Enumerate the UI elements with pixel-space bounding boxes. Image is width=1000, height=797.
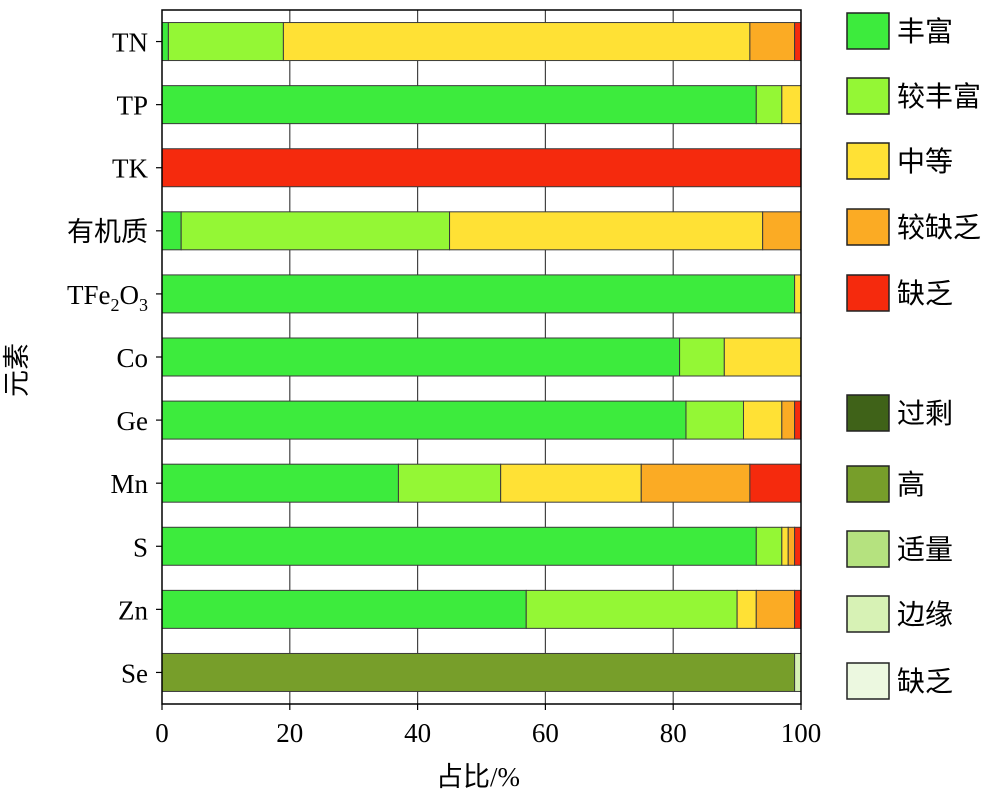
bar-segment	[161, 652, 796, 692]
bar-segment	[449, 211, 764, 251]
y-tick-label: TK	[112, 154, 148, 184]
bar-segment	[685, 400, 744, 440]
legend-swatch	[846, 595, 890, 633]
legend-swatch	[846, 530, 890, 568]
legend-label: 缺乏	[897, 278, 953, 310]
bar-segment	[794, 652, 802, 692]
bar-segment	[161, 400, 687, 440]
bar-segment	[180, 211, 451, 251]
bar-segment	[161, 463, 399, 503]
y-tick-label: Co	[116, 343, 148, 373]
y-tick-label: S	[133, 532, 148, 562]
bar-segment	[794, 400, 802, 440]
y-tick-label: Zn	[118, 595, 148, 625]
legend-label: 过剩	[897, 398, 953, 430]
bar-segment	[161, 589, 527, 629]
bar-segment	[755, 589, 796, 629]
y-axis-label: 元素	[2, 343, 32, 397]
legend-swatch	[846, 142, 890, 180]
bar-segment	[282, 22, 751, 62]
x-tick-label: 100	[781, 718, 822, 748]
y-tick-labels: TN TP TK 有机质 TFe2O3 Co Ge Mn S Zn Se	[67, 28, 162, 688]
bar-segment	[736, 589, 757, 629]
bar-segment	[781, 400, 796, 440]
bar-segment	[161, 85, 757, 125]
bar-segment	[161, 274, 796, 314]
bar-segment	[161, 337, 681, 377]
legend-label: 中等	[897, 146, 953, 178]
bar-segment	[161, 22, 169, 62]
x-tick-label: 60	[532, 718, 559, 748]
bar-segment	[794, 589, 802, 629]
legend-swatch	[846, 77, 890, 115]
x-tick-label: 80	[660, 718, 687, 748]
bar-segment	[755, 526, 783, 566]
bar-segment	[742, 400, 783, 440]
bar-segment	[781, 526, 789, 566]
bar-segment	[749, 22, 796, 62]
bar-segment	[781, 85, 802, 125]
bar-segment	[525, 589, 738, 629]
bar-segment	[640, 463, 751, 503]
y-tick-label: Se	[121, 658, 148, 688]
bar-segment	[762, 211, 802, 251]
legend-swatch	[846, 465, 890, 503]
y-tick-label: Ge	[117, 406, 148, 436]
legend-swatch	[846, 394, 890, 432]
bar-segment	[500, 463, 642, 503]
bar-segment	[167, 22, 284, 62]
legend-label: 丰富	[897, 16, 953, 48]
bar-segment	[161, 526, 757, 566]
x-tick-labels: 0 20 40 60 80 100	[155, 704, 821, 748]
legend-label: 较丰富	[897, 81, 981, 113]
bar-segment	[161, 148, 802, 188]
bar-segment	[723, 337, 802, 377]
bar-segment	[397, 463, 502, 503]
bar-segment	[755, 85, 783, 125]
bar-segment	[161, 211, 182, 251]
legend-label: 适量	[897, 534, 953, 566]
legend-label: 高	[897, 469, 925, 501]
x-axis-label: 占比/%	[436, 762, 520, 792]
x-tick-label: 0	[155, 718, 169, 748]
bar-segment	[787, 526, 796, 566]
legend-label: 较缺乏	[897, 212, 981, 244]
y-tick-label: Mn	[110, 469, 148, 499]
x-tick-label: 40	[404, 718, 431, 748]
bar-segment	[749, 463, 802, 503]
y-tick-label: TFe2O3	[67, 280, 148, 315]
legend-label: 边缘	[897, 599, 953, 631]
bar-segment	[794, 22, 802, 62]
y-tick-label: TN	[112, 28, 148, 58]
y-tick-label: 有机质	[67, 217, 148, 247]
bar-segment	[794, 526, 802, 566]
legend-swatch	[846, 662, 890, 700]
y-tick-label: TP	[116, 91, 148, 121]
legend-swatch	[846, 208, 890, 246]
bar-segment	[679, 337, 725, 377]
bar-segment	[794, 274, 802, 314]
legend-swatch	[846, 274, 890, 312]
x-tick-label: 20	[276, 718, 303, 748]
legend-swatch	[846, 12, 890, 50]
bars	[161, 22, 802, 692]
legend-label: 缺乏	[897, 666, 953, 698]
